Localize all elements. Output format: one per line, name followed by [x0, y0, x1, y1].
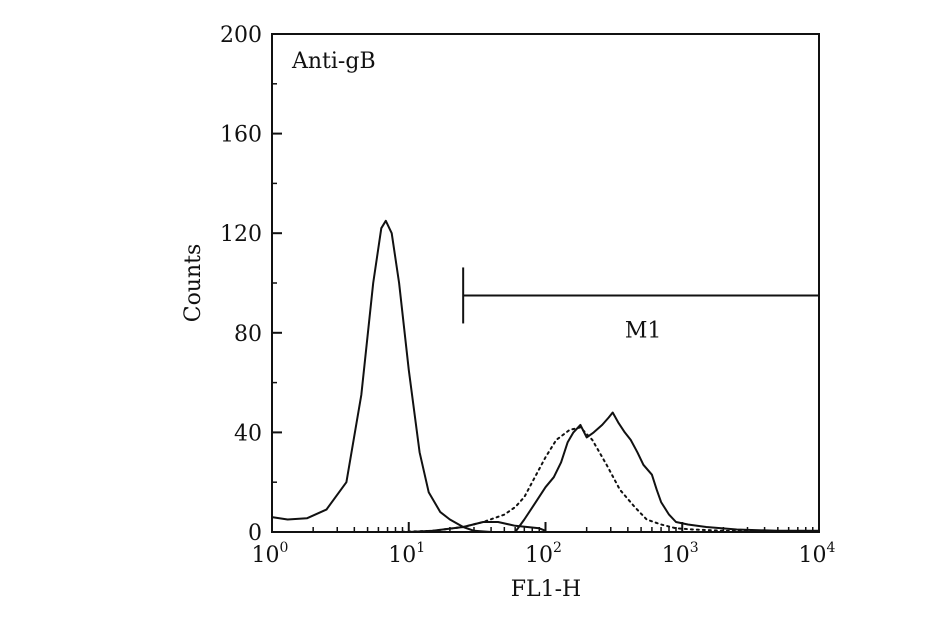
y-axis-title: Counts [181, 244, 206, 323]
series-layer [271, 219, 820, 533]
x-tick-label: 104 [799, 540, 836, 568]
x-tick-label: 102 [525, 540, 562, 568]
y-tick-label: 40 [234, 421, 262, 446]
x-tick-label: 103 [662, 540, 699, 568]
series-line-3 [514, 411, 820, 533]
x-tick-label: 100 [252, 540, 289, 568]
y-axis-ticks: 0 40 80 120 160 200 [220, 23, 282, 546]
m1-marker: M1 [462, 267, 819, 343]
annotation-label: Anti-gB [291, 49, 376, 74]
x-tick-label: 101 [388, 540, 425, 568]
series-line-4-dotted [353, 426, 766, 533]
y-tick-label: 160 [220, 123, 262, 148]
x-axis-title: FL1-H [511, 577, 582, 602]
y-tick-label: 0 [248, 521, 262, 546]
x-axis-ticks: 100 101 102 103 104 [252, 522, 836, 568]
series-line-1 [271, 219, 493, 533]
y-tick-label: 200 [220, 23, 262, 48]
y-tick-label: 80 [234, 322, 262, 347]
y-tick-label: 120 [220, 222, 262, 247]
m1-marker-label: M1 [625, 318, 662, 343]
